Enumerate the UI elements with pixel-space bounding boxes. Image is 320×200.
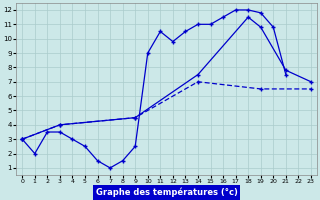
X-axis label: Graphe des températures (°c): Graphe des températures (°c): [96, 188, 237, 197]
